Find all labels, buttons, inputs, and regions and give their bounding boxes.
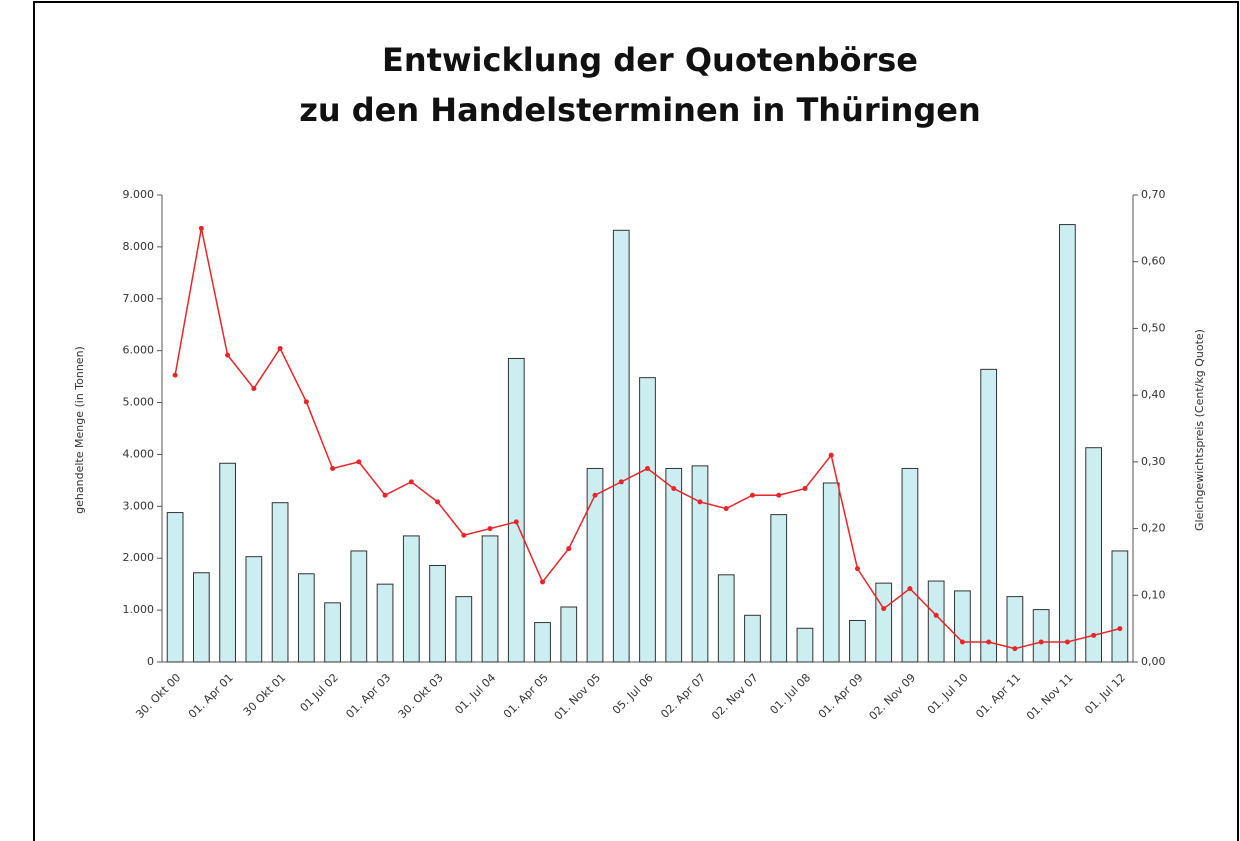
bar (1032, 609, 1050, 663)
bar (245, 556, 263, 663)
line-marker (618, 479, 624, 485)
line-marker (251, 385, 257, 391)
line-marker (645, 466, 650, 472)
line-marker (828, 452, 834, 458)
y-tick-label: 0 (147, 655, 154, 668)
bar (980, 368, 998, 663)
line-marker (461, 532, 467, 538)
bar (927, 580, 945, 663)
bar (297, 573, 315, 663)
bar (901, 467, 919, 663)
line-marker (540, 579, 546, 585)
bar (376, 583, 394, 663)
bar (192, 572, 210, 663)
y-tick-label: 5.000 (123, 396, 155, 409)
bar (954, 590, 971, 663)
bar (219, 462, 236, 663)
line-marker (435, 499, 441, 505)
bar (691, 465, 709, 663)
line-marker (382, 492, 388, 498)
bar (744, 614, 761, 663)
y-tick-label: 6.000 (123, 344, 155, 357)
line-marker (1091, 632, 1097, 638)
bar (271, 502, 289, 663)
bar (402, 535, 420, 663)
y-tick-label: 1.000 (123, 603, 155, 616)
line-marker (487, 526, 493, 532)
y2-tick-label: 0,30 (1141, 455, 1166, 468)
bar (822, 482, 840, 663)
line-marker (933, 612, 939, 618)
bar (770, 514, 788, 663)
frame (33, 1, 1239, 841)
line-marker (356, 459, 362, 465)
chart-title: Entwicklung der Quotenbörse (382, 41, 918, 79)
y2-tick-label: 0,60 (1141, 255, 1166, 268)
line-marker (959, 639, 965, 645)
line-marker (172, 372, 178, 378)
line-marker (303, 399, 309, 405)
line-marker (513, 519, 519, 525)
bar (429, 564, 446, 663)
bar (1059, 224, 1076, 663)
bar (796, 627, 814, 663)
line-marker (986, 639, 992, 645)
y2-tick-label: 0,50 (1141, 321, 1166, 334)
bar (639, 377, 656, 663)
y-tick-label: 3.000 (123, 499, 155, 512)
line-marker (330, 466, 336, 472)
line-marker (225, 352, 231, 358)
line-marker (1064, 639, 1070, 645)
line-marker (592, 492, 598, 498)
bar (507, 357, 525, 663)
y2-tick-label: 0,10 (1141, 588, 1166, 601)
bar (665, 467, 683, 663)
bar (612, 229, 630, 663)
bar (166, 512, 184, 663)
y-tick-label: 7.000 (123, 292, 155, 305)
y-tick-label: 8.000 (123, 240, 155, 253)
line-marker (723, 506, 729, 512)
bar (350, 550, 368, 663)
bar (717, 574, 735, 663)
line-marker (776, 492, 782, 498)
line-marker (1117, 626, 1123, 632)
y2-tick-label: 0,40 (1141, 388, 1166, 401)
bar (849, 619, 866, 663)
line-marker (671, 486, 677, 492)
bar (481, 535, 499, 663)
line-marker (198, 225, 204, 231)
bar (875, 582, 893, 663)
line-marker (1038, 639, 1044, 645)
y2-axis-label: Gleichgewichtspreis (Cent/kg Quote) (1193, 329, 1206, 531)
bar (455, 596, 473, 663)
line-marker (749, 492, 755, 498)
y-axis-label: gehandelte Menge (in Tonnen) (73, 346, 86, 514)
bar (586, 467, 604, 663)
chart-title: zu den Handelsterminen in Thüringen (299, 91, 981, 129)
y2-tick-label: 0,20 (1141, 522, 1166, 535)
bar (1111, 550, 1129, 663)
line-marker (697, 499, 703, 505)
line-marker (1012, 646, 1018, 652)
y-tick-label: 9.000 (123, 188, 155, 201)
line-marker (854, 566, 860, 572)
bar (1006, 596, 1024, 663)
line-marker (408, 479, 414, 485)
y-tick-label: 4.000 (123, 447, 155, 460)
line-marker (907, 586, 913, 592)
bar (534, 622, 551, 663)
y-tick-label: 2.000 (123, 551, 155, 564)
bar (1085, 447, 1103, 663)
line-marker (881, 606, 887, 612)
bar (324, 602, 341, 663)
y2-tick-label: 0,70 (1141, 188, 1166, 201)
line-marker (277, 345, 283, 351)
line-marker (566, 546, 572, 552)
y2-tick-label: 0,00 (1141, 655, 1166, 668)
bar (560, 606, 578, 663)
line-marker (802, 486, 808, 492)
